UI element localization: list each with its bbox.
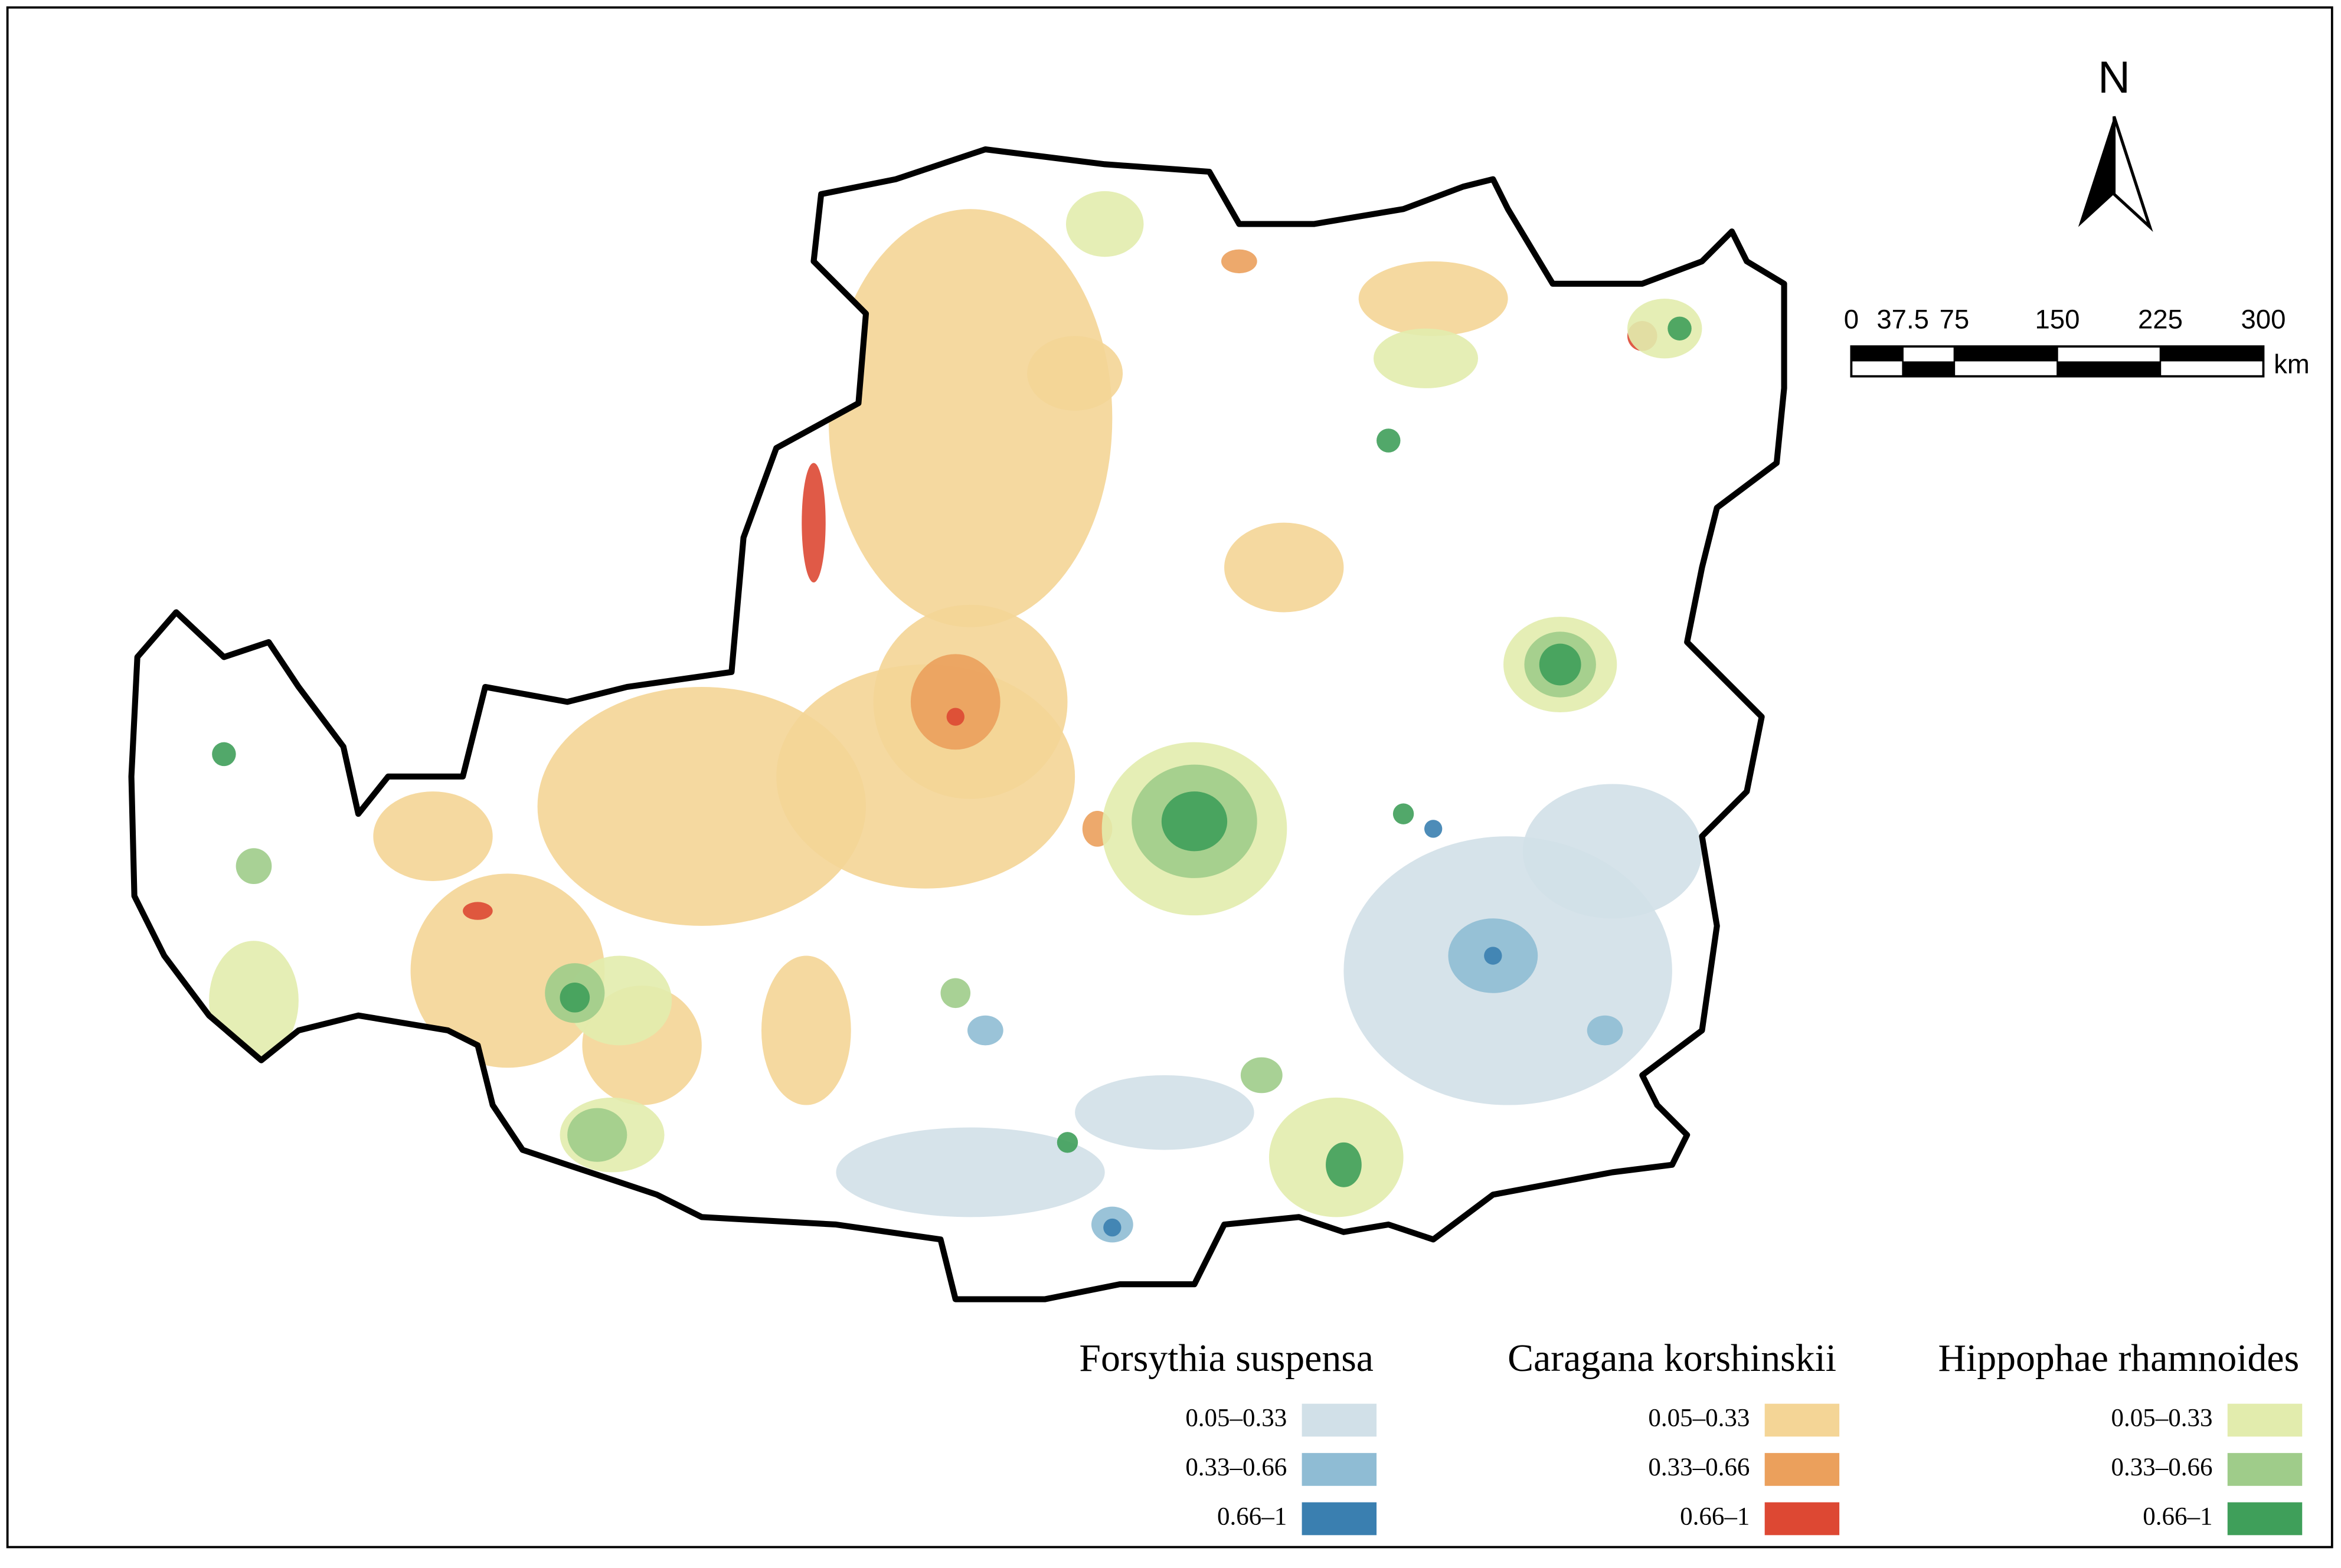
legend-swatch bbox=[2227, 1403, 2303, 1437]
distribution-patch bbox=[940, 978, 971, 1009]
arrow-left bbox=[2078, 116, 2114, 227]
scale-segment bbox=[2160, 346, 2264, 362]
distribution-patch bbox=[1057, 1132, 1078, 1153]
legend-label: 0.05–0.33 bbox=[2111, 1404, 2213, 1432]
legend-swatch bbox=[1302, 1453, 1377, 1486]
legend-swatch bbox=[1764, 1453, 1840, 1486]
distribution-patch bbox=[1539, 643, 1581, 686]
legend-swatch bbox=[1764, 1403, 1840, 1437]
scale-tick-label: 37.5 bbox=[1876, 305, 1929, 335]
scale-bar: 0 37.5 75 150 225 300 km bbox=[1844, 305, 2310, 379]
legend-label: 0.33–0.66 bbox=[2111, 1454, 2213, 1481]
distribution-patch bbox=[1103, 1218, 1122, 1237]
distribution-patch bbox=[1224, 522, 1344, 613]
legend-swatch bbox=[1302, 1502, 1377, 1536]
distribution-patch bbox=[828, 209, 1113, 627]
scale-tick-label: 75 bbox=[1940, 305, 1970, 335]
scale-tick-label: 0 bbox=[1844, 305, 1859, 335]
distribution-patch bbox=[967, 1015, 1003, 1046]
distribution-patch bbox=[1627, 299, 1702, 359]
distribution-patch bbox=[209, 941, 299, 1060]
distribution-patch bbox=[1377, 428, 1401, 453]
legend-label: 0.66–1 bbox=[1217, 1502, 1287, 1530]
legend-label: 0.33–0.66 bbox=[1185, 1454, 1287, 1481]
distribution-patch bbox=[560, 983, 590, 1013]
legend-title: Caragana korshinskii bbox=[1508, 1337, 1836, 1380]
distribution-patch bbox=[802, 463, 826, 582]
distribution-patch bbox=[236, 848, 272, 885]
scale-segment bbox=[1851, 346, 1903, 362]
distribution-patch bbox=[1522, 784, 1702, 919]
scale-segment bbox=[1954, 346, 2058, 362]
distribution-patch bbox=[373, 791, 493, 881]
distribution-layer bbox=[209, 191, 1702, 1243]
scale-segment bbox=[1902, 361, 1954, 377]
legend-title: Hippophae rhamnoides bbox=[1938, 1337, 2299, 1380]
distribution-patch bbox=[1326, 1142, 1362, 1187]
scale-unit: km bbox=[2274, 349, 2310, 379]
legend-label: 0.33–0.66 bbox=[1648, 1454, 1750, 1481]
distribution-patch bbox=[1484, 947, 1502, 965]
north-label: N bbox=[2098, 53, 2130, 103]
distribution-patch bbox=[1075, 1075, 1254, 1150]
legend-title: Forsythia suspensa bbox=[1079, 1337, 1374, 1380]
distribution-patch bbox=[836, 1127, 1105, 1217]
distribution-patch bbox=[1358, 261, 1508, 336]
distribution-patch bbox=[946, 708, 964, 726]
distribution-patch bbox=[1587, 1015, 1623, 1046]
scale-tick-label: 225 bbox=[2138, 305, 2183, 335]
distribution-patch bbox=[1161, 791, 1228, 852]
distribution-patch bbox=[761, 955, 851, 1105]
legend-label: 0.05–0.33 bbox=[1185, 1404, 1287, 1432]
distribution-patch bbox=[1027, 336, 1123, 411]
arrow-right bbox=[2113, 116, 2153, 232]
distribution-patch bbox=[1668, 316, 1692, 341]
distribution-patch bbox=[212, 742, 236, 767]
distribution-patch bbox=[1065, 191, 1144, 257]
scale-tick-label: 150 bbox=[2035, 305, 2080, 335]
legend-swatch bbox=[2227, 1453, 2303, 1486]
distribution-patch bbox=[1424, 820, 1443, 838]
scale-segment bbox=[2057, 361, 2160, 377]
distribution-patch bbox=[1392, 803, 1414, 824]
distribution-patch bbox=[567, 1108, 627, 1162]
legend-label: 0.05–0.33 bbox=[1648, 1404, 1750, 1432]
distribution-patch bbox=[1221, 249, 1257, 274]
distribution-patch bbox=[910, 654, 1001, 750]
distribution-patch bbox=[410, 873, 605, 1068]
legend-swatch bbox=[1764, 1502, 1840, 1536]
distribution-patch bbox=[1373, 328, 1479, 388]
distribution-patch bbox=[1240, 1057, 1283, 1094]
scale-tick-label: 300 bbox=[2241, 305, 2286, 335]
legend-label: 0.66–1 bbox=[1680, 1502, 1750, 1530]
legend: Forsythia suspensa 0.05–0.33 0.33–0.66 0.66… bbox=[1079, 1337, 2303, 1536]
north-arrow: N bbox=[2078, 53, 2153, 232]
legend-swatch bbox=[1302, 1403, 1377, 1437]
distribution-patch bbox=[463, 902, 493, 920]
legend-label: 0.66–1 bbox=[2143, 1502, 2212, 1530]
legend-swatch bbox=[2227, 1502, 2303, 1536]
